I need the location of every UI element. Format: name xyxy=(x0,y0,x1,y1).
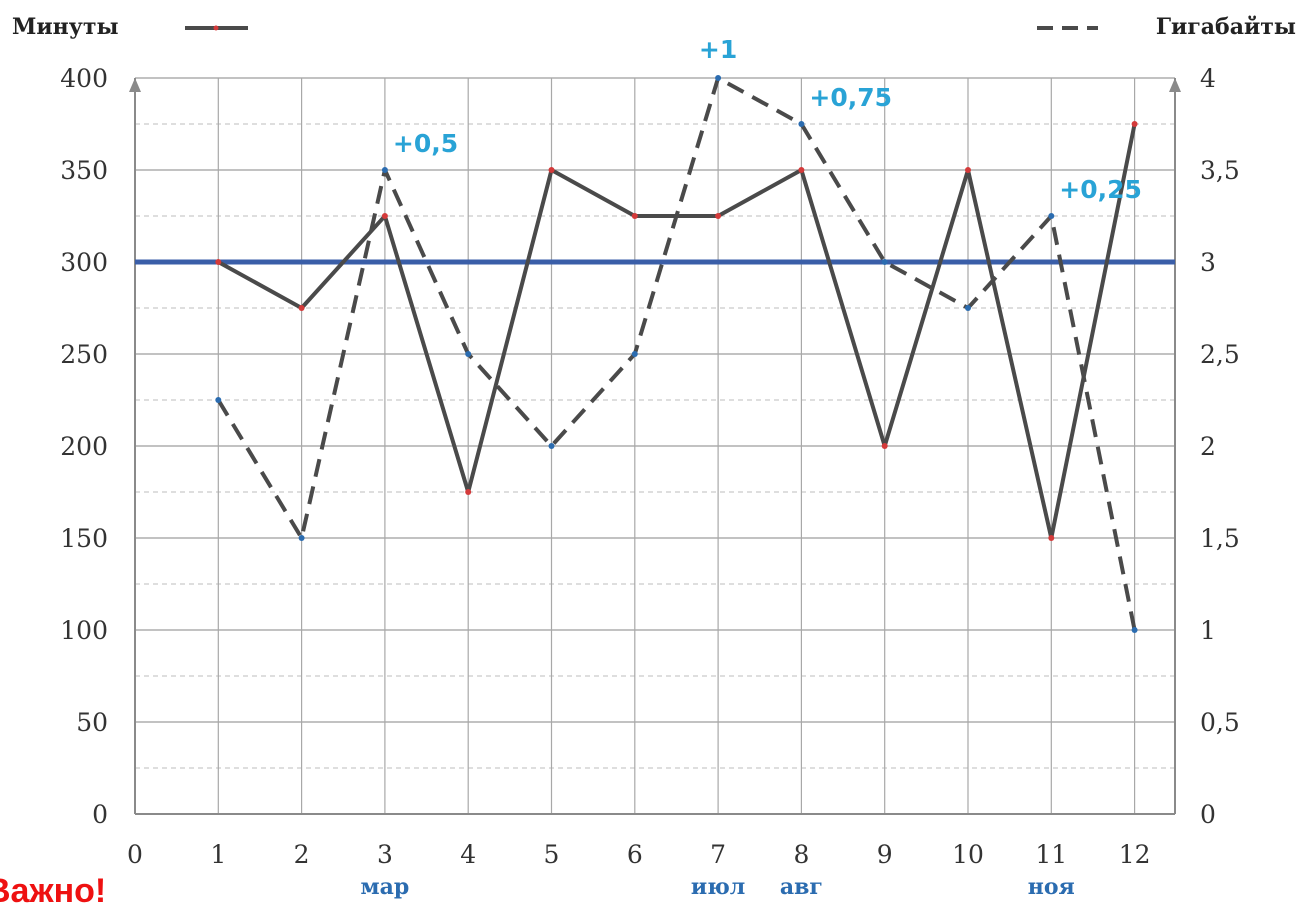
x-tick-label: 2 xyxy=(294,840,310,869)
month-label: ноя xyxy=(1028,874,1075,900)
grid xyxy=(129,77,1181,815)
annotation-label: +0,5 xyxy=(393,129,458,158)
minutes-point-10 xyxy=(965,167,971,173)
month-label: июл xyxy=(691,874,745,900)
x-tick-label: 7 xyxy=(710,840,726,869)
series-line-minutes xyxy=(217,123,1137,540)
legend-label-gigabytes: Гигабайты xyxy=(1156,14,1296,40)
y-right-tick-label: 1,5 xyxy=(1200,524,1240,553)
minutes-point-9 xyxy=(881,443,888,449)
minutes-point-11 xyxy=(1048,535,1055,541)
x-tick-label: 12 xyxy=(1119,840,1151,869)
legend-marker-minutes xyxy=(213,25,219,31)
x-tick-label: 11 xyxy=(1035,840,1067,869)
minutes-point-5 xyxy=(548,167,555,173)
series-line-gigabytes xyxy=(216,76,1137,631)
marker-layer xyxy=(215,75,1138,633)
tick-labels: 05010015020025030035040000,511,522,533,5… xyxy=(60,64,1239,900)
important-note: Важно! xyxy=(0,872,106,904)
minutes-point-3 xyxy=(381,213,388,219)
y-right-tick-label: 1 xyxy=(1200,616,1216,645)
y-right-tick-label: 2 xyxy=(1200,432,1216,461)
y-axis-left-arrow xyxy=(129,78,141,92)
gigabytes-point-2 xyxy=(298,535,305,541)
gigabytes-point-5 xyxy=(548,443,555,449)
y-left-tick-label: 100 xyxy=(60,616,108,645)
gigabytes-point-12 xyxy=(1131,627,1138,633)
x-tick-label: 10 xyxy=(952,840,984,869)
y-left-tick-label: 50 xyxy=(76,708,108,737)
gigabytes-point-3 xyxy=(381,167,388,173)
gigabytes-point-6 xyxy=(631,351,638,357)
minutes-point-1 xyxy=(215,259,222,265)
month-label: мар xyxy=(361,874,410,900)
x-tick-label: 1 xyxy=(210,840,226,869)
y-left-tick-label: 150 xyxy=(60,524,108,553)
x-tick-label: 4 xyxy=(460,840,476,869)
annotations: +0,5 +1 +0,75 +0,25 xyxy=(393,35,1142,204)
y-right-tick-label: 3,5 xyxy=(1200,156,1240,185)
minutes-point-8 xyxy=(798,167,805,173)
annotation-label: +1 xyxy=(699,35,737,64)
gigabytes-point-9 xyxy=(881,259,888,265)
legend-label-minutes: Минуты xyxy=(12,14,119,40)
y-left-tick-label: 300 xyxy=(60,248,108,277)
y-right-tick-label: 4 xyxy=(1200,64,1216,93)
gigabytes-point-11 xyxy=(1048,213,1055,219)
minutes-point-2 xyxy=(298,305,305,311)
series-layer xyxy=(216,76,1137,631)
y-left-tick-label: 200 xyxy=(60,432,108,461)
y-left-tick-label: 250 xyxy=(60,340,108,369)
y-right-tick-label: 2,5 xyxy=(1200,340,1240,369)
gigabytes-point-1 xyxy=(215,397,222,403)
minutes-point-6 xyxy=(631,213,638,219)
minutes-point-12 xyxy=(1131,121,1138,127)
minutes-point-4 xyxy=(465,489,472,495)
minutes-point-7 xyxy=(715,213,722,219)
gigabytes-point-8 xyxy=(798,121,805,127)
y-axis-right-arrow xyxy=(1169,78,1181,92)
y-right-tick-label: 0,5 xyxy=(1200,708,1240,737)
y-left-tick-label: 350 xyxy=(60,156,108,185)
y-right-tick-label: 0 xyxy=(1200,800,1216,829)
x-tick-label: 8 xyxy=(793,840,809,869)
x-tick-label: 0 xyxy=(127,840,143,869)
x-tick-label: 3 xyxy=(377,840,393,869)
y-left-tick-label: 0 xyxy=(92,800,108,829)
x-tick-label: 9 xyxy=(877,840,893,869)
x-tick-label: 5 xyxy=(544,840,560,869)
legend: Минуты Гигабайты xyxy=(12,14,1296,40)
y-right-tick-label: 3 xyxy=(1200,248,1216,277)
month-label: авг xyxy=(780,874,823,900)
gigabytes-point-10 xyxy=(965,305,971,311)
y-left-tick-label: 400 xyxy=(60,64,108,93)
annotation-label: +0,75 xyxy=(809,83,892,112)
x-tick-label: 6 xyxy=(627,840,643,869)
gigabytes-point-7 xyxy=(715,75,722,81)
annotation-label: +0,25 xyxy=(1059,175,1142,204)
gigabytes-point-4 xyxy=(465,351,472,357)
